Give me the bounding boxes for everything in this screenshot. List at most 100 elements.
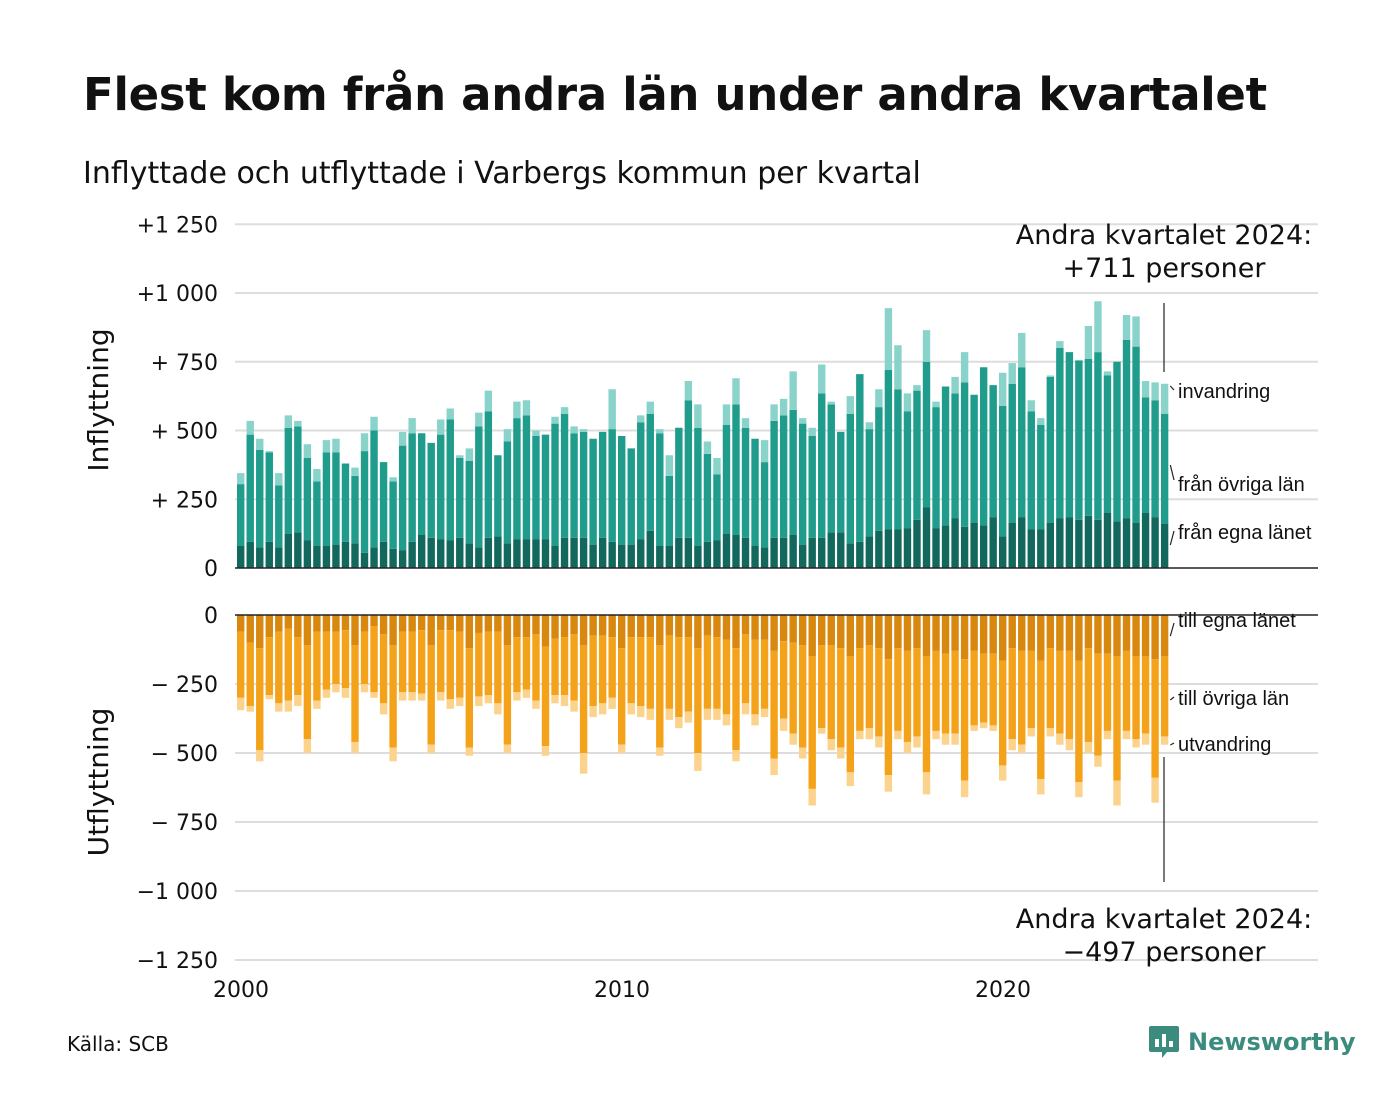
bar-out-ovriga [884,659,893,776]
bar-out-egna [1132,615,1140,657]
bar-out-ovriga [798,645,807,748]
bar-in-ovriga [1027,411,1035,530]
bar-out-utvandring [560,695,569,707]
bar-in-ovriga [703,453,712,542]
bar-in-invandring [951,376,959,394]
y-tick-label: − 500 [151,742,218,767]
bar-in-egna [732,535,740,568]
bar-out-egna [646,615,654,638]
bar-out-ovriga [579,645,588,753]
bar-in-ovriga [408,433,416,542]
bar-out-utvandring [608,697,616,709]
bar-in-ovriga [732,404,740,535]
bar-in-ovriga [837,431,845,533]
y-tick-label: −1 250 [137,949,218,974]
x-tick-label: 2020 [975,978,1031,1003]
bar-out-ovriga [979,653,988,723]
bar-out-egna [1037,615,1045,661]
bar-out-egna [446,615,454,631]
bar-out-utvandring [303,739,312,753]
bar-in-invandring [475,412,483,427]
bar-out-ovriga [675,637,683,718]
bar-out-egna [598,615,607,636]
bar-out-egna [256,615,264,649]
bar-in-ovriga [627,448,635,545]
bar-out-utvandring [370,692,378,698]
bar-in-ovriga [1141,397,1150,513]
bar-out-ovriga [627,637,635,704]
bar-out-ovriga [313,631,321,701]
bar-in-invandring [370,416,378,431]
bar-in-ovriga [1094,352,1102,520]
bar-in-egna [970,522,978,568]
bar-out-utvandring [379,703,388,715]
bar-out-egna [313,615,321,632]
bar-in-invandring [1094,301,1102,353]
bar-out-egna [703,615,712,636]
bar-in-egna [1122,518,1131,568]
bar-out-egna [284,615,293,629]
bar-in-invandring [1141,381,1150,398]
bar-in-invandring [551,416,559,424]
bar-out-ovriga [589,635,597,707]
bar-out-egna [541,615,550,647]
bar-in-egna [503,543,512,568]
bar-in-egna [494,536,502,568]
bar-in-invandring [779,398,788,416]
y-axis-title-top: Inflyttning [82,328,115,471]
bar-in-ovriga [351,475,359,544]
bar-in-egna [275,547,283,568]
bar-in-ovriga [903,411,912,529]
bar-in-invandring [1084,326,1093,359]
annotation-top-line2: +711 personer [1062,253,1266,284]
bar-in-ovriga [827,404,835,533]
bar-out-ovriga [598,635,607,704]
bar-out-utvandring [627,703,635,715]
bar-in-ovriga [884,370,893,530]
bar-in-ovriga [684,400,693,538]
bar-out-egna [875,615,883,649]
bar-in-egna [256,547,264,568]
bar-out-egna [941,615,950,654]
bar-in-invandring [875,389,883,408]
bar-out-egna [532,615,540,635]
bar-out-egna [1151,615,1159,660]
bar-out-egna [341,615,350,631]
bar-out-ovriga [570,634,578,701]
bar-out-egna [1046,615,1055,649]
bar-in-ovriga [846,414,854,544]
bar-out-ovriga [303,645,312,740]
bar-in-invandring [1027,400,1035,412]
bar-in-ovriga [437,434,445,540]
bar-in-invandring [818,364,826,394]
bar-out-ovriga [1027,650,1035,729]
bar-out-utvandring [541,746,550,756]
bar-in-ovriga [694,427,702,546]
bar-out-utvandring [256,750,264,762]
series-labels: invandring från övriga län från egna länet… [1169,381,1312,756]
bar-in-invandring [446,408,454,420]
bar-out-ovriga [437,630,445,693]
bar-in-ovriga [1018,367,1026,518]
bar-out-egna [303,615,312,646]
bar-in-invandring [1008,363,1016,384]
bar-out-utvandring [237,697,245,711]
bar-out-utvandring [1027,728,1035,737]
source-note: Källa: SCB [67,1032,169,1056]
bar-in-egna [894,529,902,568]
bar-out-utvandring [484,695,493,704]
bar-out-egna [989,615,997,654]
bar-out-egna [837,615,845,649]
bar-out-egna [865,615,874,646]
bar-in-invandring [303,444,312,458]
bar-out-utvandring [913,736,921,748]
bar-in-invandring [646,401,654,414]
bar-in-invandring [560,407,569,414]
y-tick-label: −1 000 [137,880,218,905]
bar-in-egna [856,541,864,568]
bar-in-invandring [360,433,369,452]
bar-in-invandring [1132,316,1140,347]
bar-out-egna [732,615,740,649]
bar-in-egna [551,546,559,568]
bar-in-ovriga [303,458,312,541]
